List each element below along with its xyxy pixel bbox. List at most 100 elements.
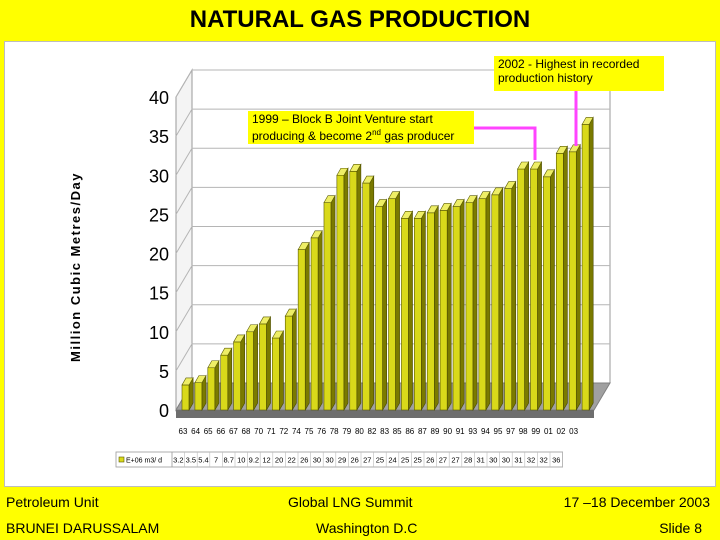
bar [362, 182, 371, 411]
y-tick-label: 40 [149, 88, 169, 108]
bar-top [220, 347, 233, 356]
bar-top [258, 316, 272, 325]
bar-side [253, 323, 258, 412]
bar-side [317, 229, 323, 412]
bar-side [459, 198, 465, 412]
bar-top [310, 230, 323, 239]
x-tick-label: 91 [456, 427, 465, 436]
bar-side [421, 210, 426, 412]
table-cell: 12 [262, 456, 270, 465]
bar [259, 323, 267, 411]
table-cell: 5.4 [198, 456, 208, 465]
x-tick-label: 63 [179, 427, 188, 436]
bar-side [279, 329, 284, 412]
bar [465, 202, 474, 411]
annotation-2002-line2: production history [498, 71, 593, 85]
bar-top [529, 161, 543, 170]
bar-top [413, 210, 426, 219]
bar [452, 206, 461, 411]
bar-side [240, 333, 246, 412]
bar [375, 206, 383, 411]
bar-top [439, 203, 452, 211]
table-cell: 25 [401, 456, 409, 465]
bar-side [575, 143, 581, 412]
bar [414, 217, 422, 411]
table-cell: 30 [313, 456, 321, 465]
bar [297, 249, 306, 411]
callout-line-1999 [474, 126, 537, 160]
table-cell: 26 [351, 456, 359, 465]
table-cell: 20 [275, 456, 283, 465]
footer-center-top: Global LNG Summit [288, 494, 413, 510]
floor-front [176, 410, 594, 418]
x-tick-label: 93 [468, 427, 477, 436]
bar-side [588, 116, 594, 412]
y-tick-label: 30 [149, 166, 169, 186]
x-tick-label: 95 [494, 427, 503, 436]
table-cell: 7 [214, 456, 218, 465]
table-cell: 25 [414, 456, 422, 465]
bar [568, 151, 577, 411]
table-cell: 8.7 [223, 456, 233, 465]
x-tick-label: 98 [519, 427, 528, 436]
table-cell: 30 [325, 456, 333, 465]
slide-title: NATURAL GAS PRODUCTION [0, 0, 720, 40]
table-cell: 27 [451, 456, 459, 465]
y-tick-label: 20 [149, 245, 169, 265]
bar [207, 367, 216, 411]
bar-side [266, 315, 271, 412]
x-tick-label: 01 [544, 427, 553, 436]
y-tick-label: 0 [159, 401, 169, 421]
bar [194, 382, 203, 411]
x-tick-label: 03 [569, 427, 578, 436]
x-tick-label: 66 [216, 427, 225, 436]
bar-top [426, 205, 439, 214]
x-tick-label: 85 [393, 427, 402, 436]
bar-top [271, 330, 284, 339]
bar-side [537, 160, 542, 412]
gridline [175, 108, 610, 137]
x-tick-label: 94 [481, 427, 490, 436]
legend-key [118, 456, 125, 463]
bar [349, 171, 358, 411]
x-tick-label: 86 [405, 427, 414, 436]
x-tick-label: 70 [254, 427, 263, 436]
gridline [175, 69, 610, 98]
x-tick-label: 68 [242, 427, 251, 436]
gridline [175, 147, 610, 176]
bar-top [542, 169, 555, 178]
bar-side [343, 167, 349, 412]
bar [491, 194, 500, 411]
bar [478, 198, 487, 411]
x-tick-label: 99 [531, 427, 540, 436]
x-tick-label: 90 [443, 427, 452, 436]
bar-side [485, 190, 491, 412]
bar-side [214, 359, 220, 412]
bar-top [181, 377, 194, 386]
x-tick-labels: 63 64 65 66 67 68 70 71 72 74 75 76 78 79 80 82 83 85 86 87… [179, 427, 579, 436]
bar [284, 315, 293, 411]
bar-side [382, 198, 387, 412]
bar-top [387, 191, 401, 200]
x-tick-label: 72 [279, 427, 288, 436]
table-cell: 36 [552, 456, 560, 465]
table-cell: 30 [502, 456, 510, 465]
annotation-1999: 1999 – Block B Joint Venture start produ… [248, 111, 474, 144]
callout-lines [474, 91, 578, 160]
footer-right-top: 17 –18 December 2003 [563, 494, 710, 510]
table-cell: 26 [426, 456, 434, 465]
annotation-1999-line2: producing & become 2nd gas producer [252, 126, 470, 143]
table-cell: 22 [288, 456, 296, 465]
bar-side [304, 241, 310, 412]
table-cell: 10 [237, 456, 245, 465]
x-tick-label: 74 [292, 427, 301, 436]
bar-side [227, 347, 233, 412]
x-tick-label: 97 [506, 427, 515, 436]
annotation-1999-line2-end: gas producer [380, 129, 455, 143]
bar-top [452, 199, 465, 207]
bar [401, 217, 409, 411]
bar-side [524, 160, 529, 412]
bars-layer [181, 116, 594, 412]
bar-top [336, 167, 349, 176]
bar [530, 168, 538, 411]
